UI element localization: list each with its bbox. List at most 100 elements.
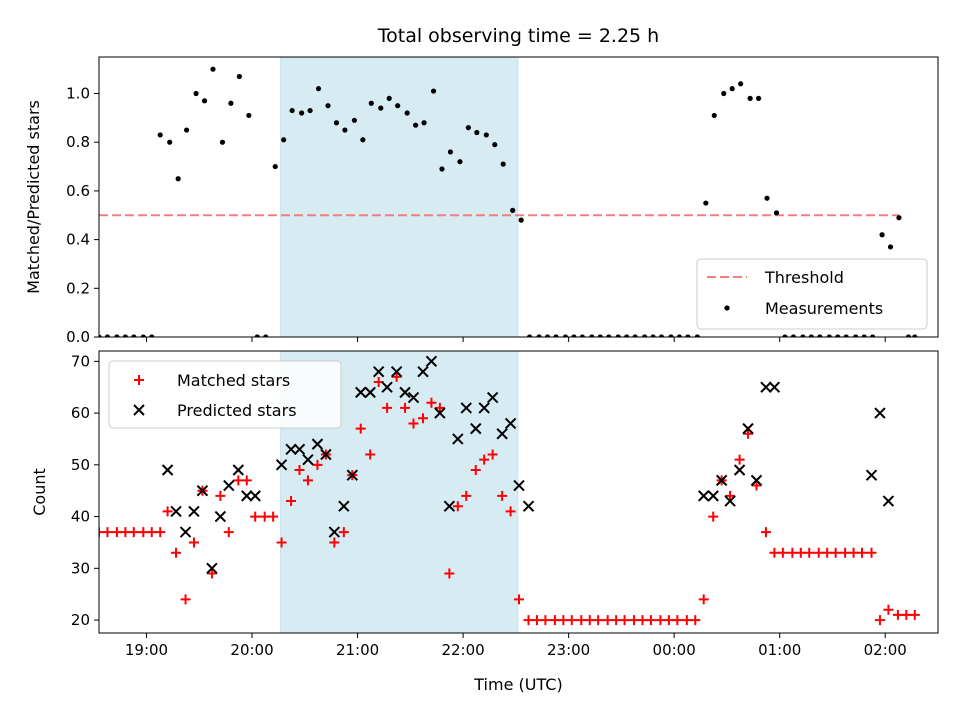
matched-star-marker xyxy=(848,547,859,558)
matched-star-marker xyxy=(830,547,841,558)
measurement-point xyxy=(193,90,199,97)
matched-star-marker xyxy=(725,490,736,501)
chart-title: Total observing time = 2.25 h xyxy=(377,25,659,47)
bottom-y-tick-label: 20 xyxy=(71,611,90,629)
predicted-star-marker xyxy=(249,490,261,502)
legend-threshold-label: Threshold xyxy=(764,268,844,287)
measurement-point xyxy=(395,103,401,109)
bottom-legend-box xyxy=(108,360,342,429)
predicted-star-marker xyxy=(241,490,253,502)
measurement-point xyxy=(562,334,569,337)
legend-predicted-swatch xyxy=(133,404,145,416)
matched-star-marker xyxy=(434,402,445,413)
measurement-point xyxy=(281,137,287,143)
matched-star-marker xyxy=(487,449,498,460)
matched-star-marker xyxy=(637,615,648,626)
top-y-tick-label: 0.8 xyxy=(66,133,90,151)
measurement-point xyxy=(668,334,674,337)
measurement-point xyxy=(378,105,384,111)
matched-star-marker xyxy=(558,615,569,626)
measurement-point xyxy=(272,163,278,170)
measurement-point xyxy=(474,129,480,136)
predicted-star-marker xyxy=(768,381,781,393)
measurement-point xyxy=(764,195,770,201)
measurement-point xyxy=(210,66,216,72)
matched-star-marker xyxy=(276,537,287,548)
predicted-star-marker xyxy=(733,464,746,476)
measurement-point xyxy=(99,334,102,337)
matched-star-marker xyxy=(593,615,604,626)
matched-star-marker xyxy=(663,615,674,626)
matched-star-marker xyxy=(312,459,323,470)
matched-star-marker xyxy=(250,511,261,522)
measurement-point xyxy=(597,334,603,337)
measurement-point xyxy=(236,73,242,80)
matched-star-marker xyxy=(857,547,868,558)
measurement-point xyxy=(571,334,577,337)
matched-star-marker xyxy=(329,537,340,548)
matched-star-marker xyxy=(259,511,270,522)
top-observing-window xyxy=(280,56,519,338)
bottom-y-axis-label: Count xyxy=(30,468,49,516)
predicted-star-marker xyxy=(320,448,332,461)
predicted-star-marker xyxy=(399,386,411,399)
bottom-legend: Matched stars Predicted stars xyxy=(108,360,342,429)
predicted-star-marker xyxy=(698,490,710,502)
bottom-y-tick-label: 40 xyxy=(71,508,90,526)
measurement-point xyxy=(711,112,717,119)
matched-star-marker xyxy=(602,615,613,626)
bottom-y-tick-label: 30 xyxy=(71,559,90,577)
matched-star-marker xyxy=(206,568,217,579)
predicted-star-marker xyxy=(496,428,508,440)
measurement-point xyxy=(299,110,305,116)
measurement-point xyxy=(843,334,849,337)
predicted-star-marker xyxy=(206,562,218,575)
measurement-point xyxy=(703,200,709,206)
predicted-star-marker xyxy=(724,495,736,507)
measurement-point xyxy=(912,334,918,337)
legend-predicted-label: Predicted stars xyxy=(177,401,297,420)
matched-star-marker xyxy=(787,547,798,558)
measurement-point xyxy=(817,334,823,337)
matched-star-marker xyxy=(382,402,393,413)
matched-star-marker xyxy=(373,377,384,388)
measurement-point xyxy=(658,334,665,337)
matched-star-marker xyxy=(866,547,877,558)
top-y-tick-label: 0.6 xyxy=(66,182,90,200)
measurement-point xyxy=(694,334,700,337)
measurement-point xyxy=(439,166,445,172)
matched-star-marker xyxy=(566,615,577,626)
measurement-point xyxy=(650,334,656,337)
measurement-point xyxy=(615,334,621,337)
bottom-x-tick-label: 21:00 xyxy=(336,641,379,659)
measurement-point xyxy=(887,244,894,250)
matched-star-marker xyxy=(138,527,149,538)
matched-star-marker xyxy=(619,615,630,626)
predicted-star-marker xyxy=(372,365,385,378)
measurement-point xyxy=(183,127,190,133)
predicted-star-marker xyxy=(460,402,472,414)
matched-star-marker xyxy=(655,615,666,626)
matched-star-marker xyxy=(734,454,745,465)
matched-star-marker xyxy=(901,609,912,620)
predicted-star-marker xyxy=(417,365,429,378)
matched-star-marker xyxy=(813,547,824,558)
measurement-point xyxy=(755,95,762,101)
matched-star-marker xyxy=(391,371,402,382)
top-y-axis-label: Matched/Predicted stars xyxy=(24,100,43,294)
measurement-point xyxy=(333,120,340,126)
measurement-point xyxy=(430,88,437,94)
top-y-tick-label: 0.2 xyxy=(66,279,90,297)
matched-star-marker xyxy=(215,490,226,501)
matched-star-marker xyxy=(426,397,437,408)
matched-star-marker xyxy=(576,615,587,626)
matched-star-marker xyxy=(461,490,472,501)
matched-star-marker xyxy=(338,527,349,538)
top-data-layer xyxy=(99,66,918,337)
matched-star-marker xyxy=(751,480,762,491)
matched-star-marker xyxy=(840,547,851,558)
predicted-star-marker xyxy=(452,433,464,445)
measurement-point xyxy=(606,334,612,337)
measurement-point xyxy=(140,334,146,337)
legend-matched-label: Matched stars xyxy=(177,371,290,390)
